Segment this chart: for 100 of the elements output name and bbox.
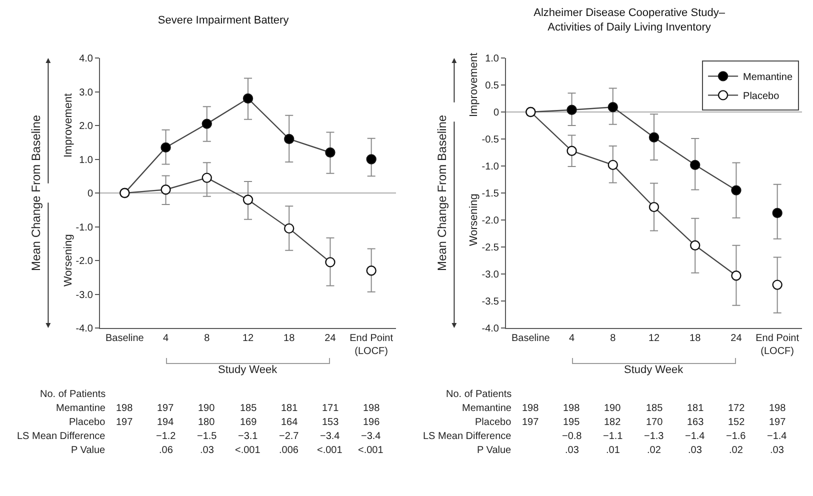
- text: .03: [200, 445, 214, 456]
- text: −1.4: [767, 431, 788, 442]
- point: [690, 160, 700, 170]
- x-tick-label: 4: [569, 333, 575, 344]
- x-tick-label: Baseline: [105, 333, 144, 344]
- chart-title: Severe Impairment Battery: [158, 14, 290, 27]
- y-tick-label: -4.0: [76, 324, 94, 334]
- y-tick-label: -4.0: [482, 324, 500, 334]
- text: 171: [322, 403, 340, 414]
- text: 181: [687, 403, 704, 414]
- x-tick-label: 8: [204, 333, 210, 344]
- text: 198: [116, 403, 134, 414]
- text: 169: [240, 417, 258, 428]
- text: 181: [281, 403, 298, 414]
- point: [772, 208, 782, 218]
- y-tick-label: 2.0: [79, 121, 94, 132]
- y-tick-label: 1.0: [79, 154, 94, 166]
- text: −1.5: [197, 431, 218, 442]
- chart-title: Alzheimer Disease Cooperative Study– Activities of Daily Living Inventory: [534, 7, 726, 34]
- text: Worsening: [468, 194, 480, 246]
- y-tick-label: -1.0: [482, 162, 500, 172]
- text: .02: [647, 445, 662, 456]
- point: [566, 104, 577, 115]
- text: 194: [157, 417, 174, 428]
- text: Improvement: [62, 93, 75, 158]
- y-tick-label: -3.0: [76, 290, 94, 301]
- x-tick-label: 18: [284, 333, 296, 344]
- text: Placebo: [69, 417, 106, 428]
- x-tick-label: 24: [730, 333, 742, 344]
- point: [284, 223, 294, 234]
- text: 152: [728, 417, 746, 428]
- text: Worsening: [62, 234, 75, 287]
- point: [202, 172, 212, 183]
- text: Memantine: [56, 403, 106, 414]
- text: .01: [606, 445, 620, 456]
- legend-label: Memantine: [743, 72, 793, 84]
- text: 198: [522, 403, 540, 414]
- text: 196: [363, 417, 380, 428]
- point: [242, 194, 254, 205]
- point: [731, 185, 742, 196]
- text: LS Mean Difference: [423, 431, 512, 442]
- text: 170: [646, 417, 664, 428]
- point: [608, 102, 618, 112]
- point: [690, 240, 700, 250]
- text: 164: [281, 417, 298, 428]
- x-tick-label: 8: [610, 333, 616, 344]
- point: [566, 146, 577, 156]
- x-tick-label: 12: [242, 333, 254, 344]
- text: 172: [728, 403, 746, 414]
- y-tick-label: -0.5: [482, 134, 500, 146]
- x-tick-label: End Point (LOCF): [756, 333, 800, 357]
- y-tick-label: -1.0: [76, 222, 94, 234]
- text: Placebo: [475, 417, 512, 428]
- text: Study Week: [218, 364, 278, 376]
- point: [772, 280, 782, 290]
- text: 195: [563, 417, 580, 428]
- text: .03: [688, 445, 702, 456]
- text: Improvement: [468, 52, 480, 118]
- y-tick-label: 3.0: [79, 87, 94, 98]
- text: Memantine: [462, 403, 512, 414]
- point: [325, 147, 336, 158]
- point: [648, 132, 660, 142]
- text: 197: [116, 417, 134, 428]
- text: No. of Patients: [446, 389, 512, 400]
- y-tick-label: -3.0: [482, 270, 500, 280]
- text: −3.1: [238, 431, 258, 442]
- point: [242, 93, 254, 104]
- text: 197: [157, 403, 174, 414]
- text: <.001: [317, 445, 343, 456]
- point: [160, 184, 171, 195]
- legend-label: Placebo: [743, 91, 780, 102]
- text: P Value: [71, 445, 106, 456]
- text: −1.3: [644, 431, 664, 442]
- text: −3.4: [361, 431, 382, 442]
- text: Study Week: [624, 364, 684, 376]
- text: 197: [522, 417, 540, 428]
- text: −0.8: [562, 431, 582, 442]
- text: 185: [646, 403, 664, 414]
- text: 198: [769, 403, 786, 414]
- text: 198: [363, 403, 380, 414]
- text: 190: [604, 403, 622, 414]
- text: 153: [322, 417, 340, 428]
- text: 197: [769, 417, 786, 428]
- text: −3.4: [320, 431, 340, 442]
- text: <.001: [235, 445, 261, 456]
- y-tick-label: 0: [493, 108, 500, 118]
- text: .06: [159, 445, 174, 456]
- text: −1.2: [156, 431, 176, 442]
- point: [202, 118, 212, 129]
- point: [366, 154, 376, 164]
- text: 182: [604, 417, 622, 428]
- y-tick-label: 4.0: [79, 54, 94, 64]
- point: [608, 160, 618, 170]
- text: −2.7: [279, 431, 300, 442]
- y-tick-label: 0: [87, 188, 94, 200]
- text: 198: [563, 403, 580, 414]
- text: .03: [565, 445, 580, 456]
- y-axis-title: Mean Change From Baseline: [435, 114, 450, 272]
- text: .03: [770, 445, 784, 456]
- y-tick-label: 0.5: [485, 80, 500, 92]
